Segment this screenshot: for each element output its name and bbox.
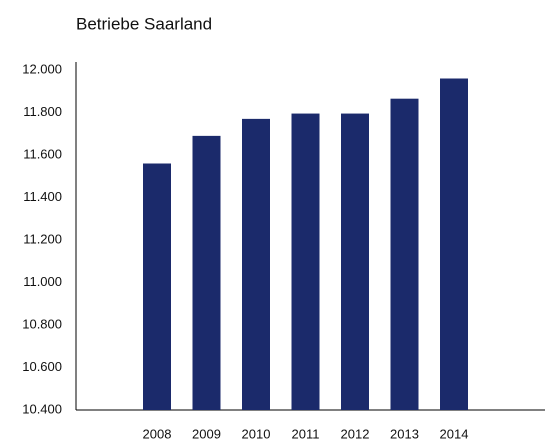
y-tick-label: 11.400: [23, 189, 62, 204]
y-tick-label: 10.800: [22, 316, 62, 331]
bar: [242, 118, 270, 410]
bar: [143, 163, 171, 410]
y-tick-label: 10.600: [22, 359, 62, 374]
bar: [440, 78, 468, 410]
y-tick-label: 11.000: [23, 274, 62, 289]
y-tick-label: 10.400: [22, 401, 62, 416]
x-tick-label: 2009: [192, 426, 221, 441]
bar: [291, 113, 320, 410]
x-tick-label: 2012: [341, 426, 370, 441]
bar: [192, 135, 221, 410]
y-tick-label: 11.800: [23, 104, 62, 119]
x-tick-label: 2008: [143, 426, 172, 441]
x-tick-label: 2013: [390, 426, 419, 441]
chart-title: Betriebe Saarland: [76, 14, 212, 33]
x-tick-label: 2010: [242, 426, 271, 441]
y-tick-label: 12.000: [22, 61, 62, 76]
y-tick-label: 11.200: [23, 231, 62, 246]
bar: [341, 113, 369, 410]
x-tick-label: 2014: [440, 426, 469, 441]
y-tick-label: 11.600: [23, 146, 62, 161]
bar: [390, 98, 419, 410]
x-tick-label: 2011: [292, 426, 320, 441]
